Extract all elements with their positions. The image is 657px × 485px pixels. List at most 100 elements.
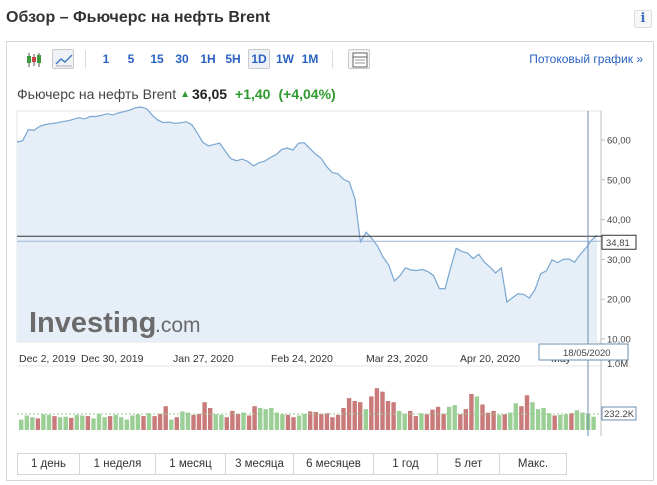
volume-bar [246, 415, 252, 430]
volume-bar [524, 395, 530, 430]
range-button[interactable]: 1 месяц [156, 454, 226, 474]
timeframe-1m[interactable]: 1M [301, 52, 319, 66]
volume-bar [219, 414, 224, 430]
page-title: Обзор – Фьючерс на нефть Brent [6, 9, 271, 26]
volume-bar [174, 417, 179, 430]
timeframe-5[interactable]: 5 [127, 52, 135, 66]
range-button[interactable]: 6 месяцев [294, 454, 374, 474]
volume-bar [319, 413, 324, 430]
volume-bar [335, 414, 341, 430]
chart-widget: 1 5 15 30 1H 5H 1D 1W 1M Потоковый графи… [6, 41, 654, 481]
volume-bar [202, 402, 207, 430]
volume-bar [57, 417, 63, 430]
volume-bar [519, 406, 524, 430]
volume-bar [30, 417, 35, 430]
volume-bar [396, 410, 402, 430]
current-price-box [601, 234, 637, 250]
timeframe-1h[interactable]: 1H [200, 52, 216, 66]
line-chart-icon[interactable] [52, 49, 74, 69]
volume-bar [241, 412, 246, 430]
volume-bar [552, 415, 557, 430]
candlestick-chart-icon[interactable] [22, 49, 44, 69]
price-series-line [16, 106, 598, 304]
volume-bar [330, 417, 335, 430]
volume-bar [502, 414, 507, 430]
date-axis-label: Mar 23, 2020 [366, 353, 428, 365]
volume-bar [52, 416, 57, 430]
info-icon[interactable]: i [634, 10, 652, 28]
volume-bar [163, 406, 168, 430]
volume-bar [169, 419, 174, 430]
timeframe-5h[interactable]: 5H [225, 52, 241, 66]
volume-bar [419, 413, 424, 430]
range-button[interactable]: 1 день [18, 454, 80, 474]
volume-bar [591, 416, 596, 430]
chart-toolbar: 1 5 15 30 1H 5H 1D 1W 1M Потоковый графи… [7, 42, 653, 75]
volume-bar [452, 405, 457, 430]
price-chart[interactable]: Investing.com 60,00 50,00 40,00 30,00 20,00 1… [7, 42, 653, 480]
investing-logo-suffix: .com [155, 314, 201, 337]
volume-bar [124, 419, 129, 430]
volume-bar [408, 410, 413, 430]
volume-bar [491, 410, 496, 430]
volume-bar [574, 410, 580, 430]
volume-bar [558, 414, 563, 430]
volume-bar [69, 417, 74, 430]
price-axis-label: 10,00 [607, 335, 631, 346]
volume-bar [235, 413, 241, 430]
date-axis-label: Feb 24, 2020 [271, 353, 333, 365]
time-range-selector: 1 день 1 неделя 1 месяц 3 месяца 6 месяцев 1 … [17, 453, 567, 475]
timeframe-30[interactable]: 30 [175, 52, 189, 66]
volume-bar [230, 410, 235, 430]
volume-bar [285, 414, 291, 430]
range-button[interactable]: 5 лет [438, 454, 500, 474]
price-axis-label: 50,00 [607, 175, 631, 186]
volume-bar [224, 417, 229, 430]
instrument-name: Фьючерс на нефть Brent [17, 86, 177, 102]
volume-bar [152, 416, 157, 430]
timeframe-1d[interactable]: 1D [248, 49, 270, 69]
volume-bar [80, 415, 85, 430]
volume-bar [263, 409, 268, 430]
volume-bar [280, 414, 285, 430]
volume-bar [180, 411, 185, 430]
date-axis-label: Apr 20, 2020 [460, 353, 520, 365]
date-axis-label: Jan 27, 2020 [173, 353, 234, 365]
volume-bar [107, 416, 113, 430]
table-view-icon[interactable] [348, 49, 370, 69]
volume-bar [530, 402, 535, 430]
volume-current-box [601, 406, 637, 421]
range-button[interactable]: Макс. [500, 454, 566, 474]
volume-bar [313, 412, 318, 430]
volume-bar [135, 414, 141, 430]
up-arrow-icon: ▲ [180, 89, 190, 100]
volume-bar [35, 418, 41, 430]
range-button[interactable]: 1 неделя [80, 454, 156, 474]
volume-bar [435, 406, 441, 430]
price-axis-label: 20,00 [607, 295, 631, 306]
volume-bar [324, 413, 330, 430]
volume-bar [157, 413, 163, 430]
volume-bar [302, 413, 307, 430]
volume-bar [430, 409, 435, 430]
date-axis-label: Dec 2, 2019 [19, 353, 76, 365]
volume-bar [424, 414, 430, 430]
volume-bar [508, 412, 513, 430]
toolbar-separator [332, 50, 333, 68]
date-axis-label: Dec 30, 2019 [81, 353, 144, 365]
volume-bar [19, 419, 24, 430]
volume-bar [547, 413, 552, 430]
volume-bar [441, 413, 446, 430]
timeframe-1[interactable]: 1 [102, 52, 110, 66]
range-button[interactable]: 3 месяца [226, 454, 294, 474]
volume-bar [541, 408, 546, 430]
streaming-chart-link[interactable]: Потоковый график » [529, 52, 643, 66]
volume-bar [485, 412, 491, 430]
volume-bar [141, 416, 146, 430]
volume-bar [463, 409, 468, 430]
timeframe-1w[interactable]: 1W [276, 52, 294, 66]
timeframe-15[interactable]: 15 [150, 52, 164, 66]
volume-bar [291, 417, 296, 430]
volume-bar [41, 414, 46, 430]
range-button[interactable]: 1 год [374, 454, 438, 474]
